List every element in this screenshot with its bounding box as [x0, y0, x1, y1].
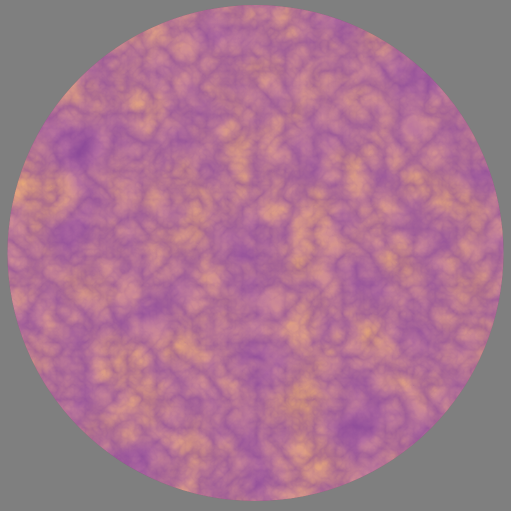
ridge-layer [7, 5, 504, 501]
texture-canvas [7, 5, 504, 501]
disc-content [7, 5, 504, 501]
noise-disc [7, 5, 504, 501]
